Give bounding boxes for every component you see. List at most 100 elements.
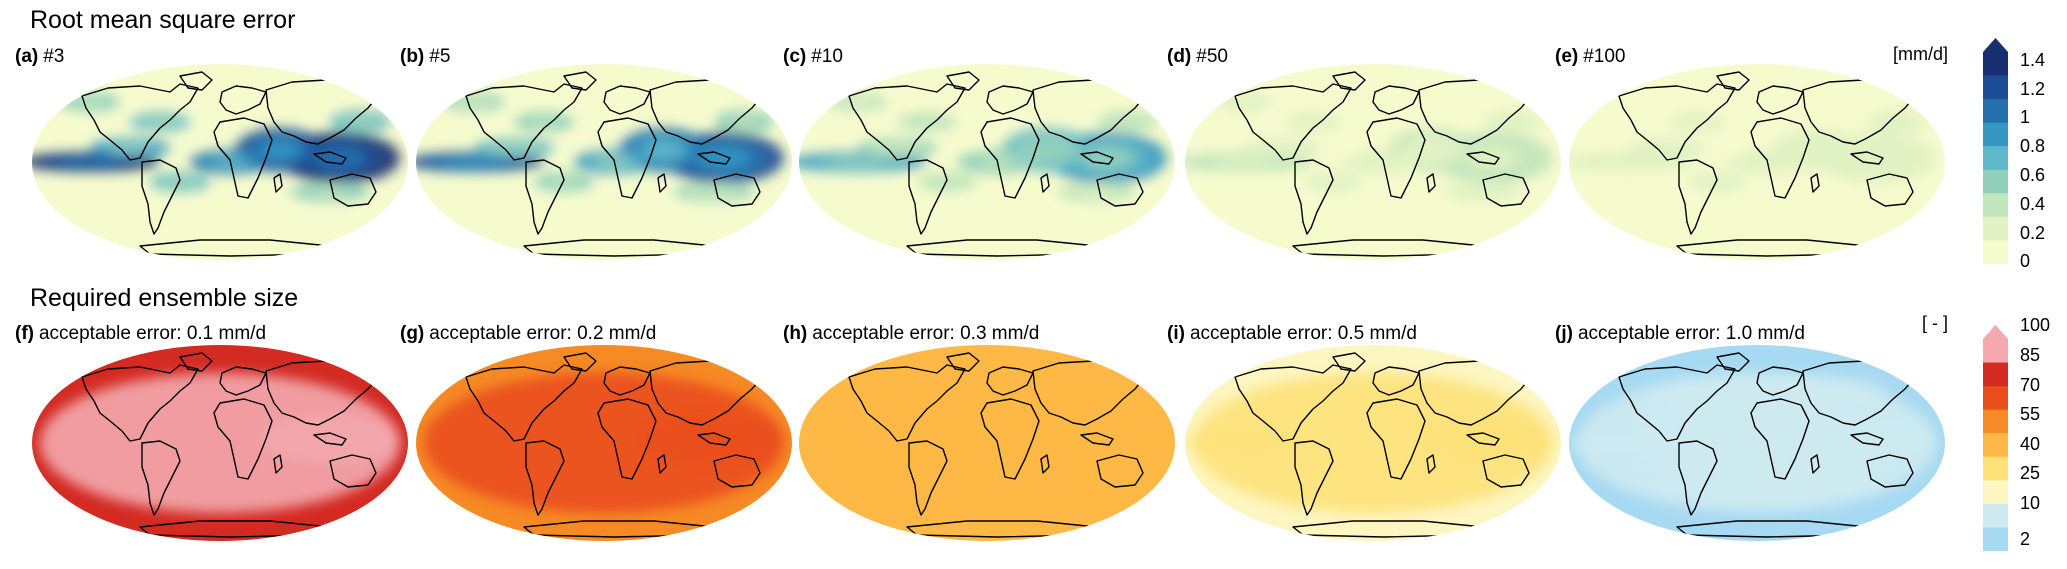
coastline-australia (713, 454, 761, 488)
map-h (797, 343, 1177, 543)
coastline-madagascar (657, 454, 667, 474)
rmse-tick: 0 (2020, 251, 2031, 271)
colorbar-segment (1983, 193, 2008, 218)
coastline-north-america (81, 83, 199, 161)
coastline-africa (213, 117, 273, 199)
coastline-greenland (1716, 352, 1750, 372)
ensemble-tick: 55 (2020, 404, 2041, 424)
rmse-tick: 0.4 (2020, 194, 2046, 214)
coastline-europe (219, 85, 267, 115)
coastline-australia (329, 454, 377, 488)
coastline-europe (1756, 366, 1804, 396)
coastline-north-america (81, 364, 199, 442)
panel-a-label: (a) #3 (15, 46, 65, 67)
panel-b-label: (b) #5 (400, 46, 451, 67)
map-d (1183, 62, 1563, 262)
colorbar-segment (1983, 99, 2008, 124)
coastline-europe (1372, 366, 1420, 396)
coastline-australia (1096, 173, 1144, 207)
coastline-africa (597, 398, 657, 480)
colorbar-segment (1983, 240, 2008, 264)
coastline-north-america (848, 83, 966, 161)
coastline-europe (603, 366, 651, 396)
coastline-south-america (141, 159, 181, 235)
colorbar-segment (1983, 122, 2008, 147)
coastline-europe (986, 85, 1034, 115)
coastline-australia (1482, 173, 1530, 207)
coastline-europe (1372, 85, 1420, 115)
coastline-maritime (313, 151, 347, 165)
map-f (30, 343, 410, 543)
coastline-south-america (525, 440, 565, 516)
coastline-maritime (1080, 151, 1114, 165)
map-g (414, 343, 794, 543)
colorbar-segment (1983, 456, 2008, 481)
panel-g-label: (g) acceptable error: 0.2 mm/d (400, 323, 657, 344)
coastline-australia (1866, 173, 1914, 207)
ensemble-colorbar (1983, 325, 2008, 551)
coastline-madagascar (1040, 454, 1050, 474)
rmse-unit-label: [mm/d] (1893, 44, 1949, 64)
colorbar-segment (1983, 433, 2008, 458)
coastline-australia (713, 173, 761, 207)
ensemble-tick: 25 (2020, 463, 2041, 483)
coastline-africa (597, 117, 657, 199)
coastline-south-america (1294, 440, 1334, 516)
coastline-africa (980, 117, 1040, 199)
coastline-south-america (908, 159, 948, 235)
rmse-tick: 0.6 (2020, 165, 2046, 185)
coastline-australia (1096, 454, 1144, 488)
coastline-europe (986, 366, 1034, 396)
coastline-maritime (697, 151, 731, 165)
colorbar-segment (1983, 169, 2008, 194)
ensemble-tick: 100 (2020, 315, 2051, 335)
coastline-australia (329, 173, 377, 207)
coastline-africa (1366, 117, 1426, 199)
coastline-madagascar (1426, 173, 1436, 193)
ensemble-tick: 70 (2020, 375, 2041, 395)
coastline-greenland (179, 71, 213, 91)
coastline-south-america (525, 159, 565, 235)
coastline-madagascar (1426, 454, 1436, 474)
colorbar-extend-arrow (1983, 325, 2008, 339)
coastline-north-america (1234, 364, 1352, 442)
coastline-greenland (1332, 71, 1366, 91)
coastline-greenland (946, 71, 980, 91)
colorbar-segment (1983, 216, 2008, 241)
rmse-tick: 1.2 (2020, 79, 2046, 99)
coastline-greenland (946, 352, 980, 372)
ensemble-unit-label: [ - ] (1922, 313, 1948, 333)
coastline-madagascar (1810, 454, 1820, 474)
rmse-tick: 0.2 (2020, 223, 2046, 243)
colorbar-extend-arrow (1983, 38, 2008, 52)
coastline-north-america (1618, 83, 1736, 161)
rmse-tick: 0.8 (2020, 136, 2046, 156)
coastline-north-america (1618, 364, 1736, 442)
coastline-madagascar (273, 173, 283, 193)
coastline-greenland (563, 352, 597, 372)
coastline-australia (1866, 454, 1914, 488)
panel-c-label: (c) #10 (783, 46, 843, 67)
coastline-maritime (1850, 151, 1884, 165)
coastline-africa (213, 398, 273, 480)
coastline-south-america (908, 440, 948, 516)
colorbar-segment (1983, 386, 2008, 411)
map-i (1183, 343, 1563, 543)
coastline-greenland (179, 352, 213, 372)
coastline-maritime (1466, 151, 1500, 165)
rmse-row-title: Root mean square error (30, 6, 296, 34)
rmse-colorbar (1983, 38, 2008, 264)
panel-d-label: (d) #50 (1167, 46, 1228, 67)
colorbar-segment (1983, 503, 2008, 528)
coastline-maritime (1080, 432, 1114, 446)
coastline-madagascar (1040, 173, 1050, 193)
colorbar-segment (1983, 75, 2008, 100)
coastline-maritime (1850, 432, 1884, 446)
coastline-europe (219, 366, 267, 396)
coastline-europe (603, 85, 651, 115)
ensemble-tick: 85 (2020, 345, 2041, 365)
colorbar-segment (1983, 339, 2008, 364)
rmse-tick: 1.4 (2020, 50, 2046, 70)
colorbar-segment (1983, 52, 2008, 77)
coastline-south-america (141, 440, 181, 516)
